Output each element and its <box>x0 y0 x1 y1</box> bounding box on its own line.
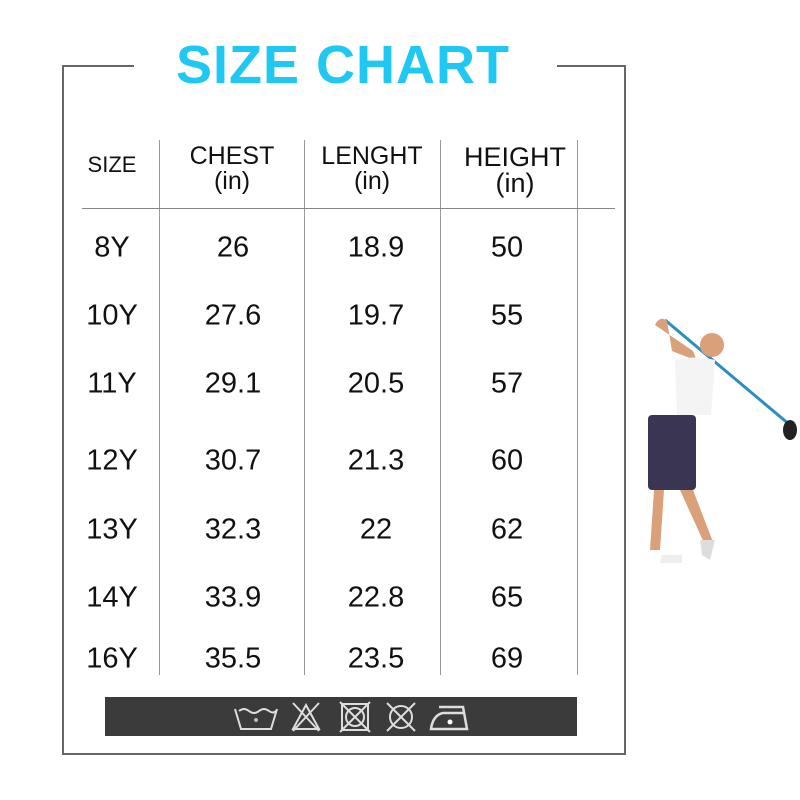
header-label: HEIGHT <box>463 142 566 172</box>
golfer-image <box>648 318 797 563</box>
header-label: CHEST <box>189 142 275 170</box>
iron-low-icon <box>429 705 469 731</box>
cell-chest: 30.7 <box>204 444 262 477</box>
cell-length: 22.8 <box>347 581 405 614</box>
header-height: HEIGHT (in) <box>450 142 580 198</box>
cell-length: 19.7 <box>347 299 405 332</box>
cell-height: 65 <box>490 581 524 614</box>
header-size: SIZE <box>72 152 152 177</box>
wash-30-icon <box>234 708 278 730</box>
cell-height: 50 <box>490 231 524 264</box>
do-not-bleach-icon <box>291 702 321 732</box>
header-length: LENGHT (in) <box>312 144 432 194</box>
cell-size: 14Y <box>86 581 138 614</box>
header-unit: (in) <box>213 167 251 195</box>
cell-length: 23.5 <box>347 642 405 675</box>
cell-chest: 27.6 <box>204 299 262 332</box>
page-title: SIZE CHART <box>176 35 510 95</box>
column-divider <box>440 140 441 675</box>
header-unit: (in) <box>353 167 391 195</box>
cell-size: 11Y <box>87 367 137 400</box>
cell-size: 16Y <box>86 642 138 675</box>
cell-chest: 35.5 <box>204 642 262 675</box>
cell-length: 21.3 <box>347 444 405 477</box>
cell-height: 69 <box>490 642 524 675</box>
cell-size: 13Y <box>86 513 138 546</box>
frame-top-left <box>62 65 134 67</box>
cell-size: 8Y <box>94 231 130 264</box>
cell-height: 60 <box>490 444 524 477</box>
column-divider <box>577 140 578 675</box>
column-divider <box>159 140 160 675</box>
cell-chest: 32.3 <box>204 513 262 546</box>
cell-height: 62 <box>490 513 524 546</box>
column-divider <box>304 140 305 675</box>
do-not-dry-clean-icon <box>386 702 416 732</box>
frame-top-right <box>557 65 626 67</box>
cell-length: 20.5 <box>347 367 405 400</box>
cell-length: 18.9 <box>347 231 405 264</box>
cell-chest: 33.9 <box>204 581 262 614</box>
header-label: LENGHT <box>321 142 423 170</box>
cell-chest: 26 <box>216 231 250 264</box>
chart-frame <box>62 65 626 755</box>
cell-chest: 29.1 <box>204 367 262 400</box>
cell-size: 12Y <box>86 444 138 477</box>
care-instructions-bar <box>105 697 577 736</box>
cell-height: 55 <box>490 299 524 332</box>
cell-size: 10Y <box>86 299 138 332</box>
cell-height: 57 <box>490 367 524 400</box>
header-unit: (in) <box>495 168 535 198</box>
header-divider <box>82 208 615 209</box>
do-not-tumble-dry-icon <box>339 701 371 733</box>
cell-length: 22 <box>359 513 393 546</box>
header-label: SIZE <box>87 152 137 177</box>
header-chest: CHEST (in) <box>172 144 292 194</box>
